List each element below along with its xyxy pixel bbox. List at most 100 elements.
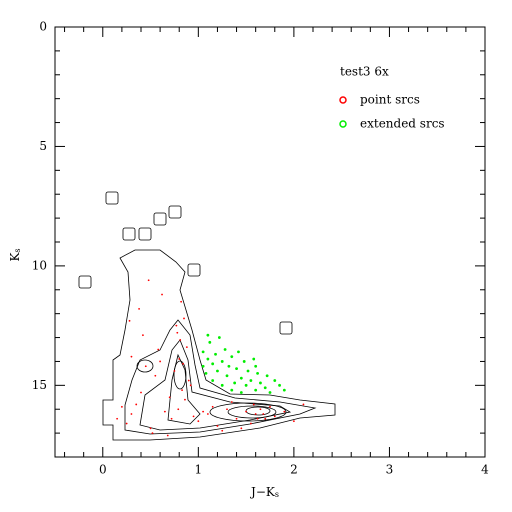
point xyxy=(211,379,215,382)
point xyxy=(206,333,210,337)
point xyxy=(216,425,219,427)
contour xyxy=(173,360,187,390)
point xyxy=(135,403,138,406)
point xyxy=(244,383,248,387)
point xyxy=(230,388,234,392)
point xyxy=(283,410,286,413)
point xyxy=(223,348,227,351)
contour xyxy=(102,249,336,441)
point xyxy=(256,417,259,420)
point xyxy=(235,417,238,420)
point xyxy=(204,371,208,375)
point xyxy=(130,355,133,358)
x-tick-label: 3 xyxy=(386,463,394,477)
point xyxy=(221,429,224,432)
y-axis-label-sub: s xyxy=(13,248,22,252)
contour xyxy=(138,227,152,241)
x-axis-label: J−Ks xyxy=(249,485,279,500)
contour xyxy=(105,191,119,205)
point xyxy=(242,360,246,363)
y-tick-label: 10 xyxy=(32,258,47,272)
point xyxy=(184,398,186,401)
point xyxy=(278,383,281,387)
point xyxy=(225,374,229,378)
contour xyxy=(167,353,201,425)
point xyxy=(208,340,212,344)
x-tick-label: 4 xyxy=(481,463,489,477)
point xyxy=(235,367,238,371)
point xyxy=(157,348,160,351)
point xyxy=(168,396,171,399)
point xyxy=(239,391,243,394)
point xyxy=(130,413,133,415)
point xyxy=(245,410,248,413)
point xyxy=(249,379,253,382)
point xyxy=(140,391,142,394)
chart-title: test3 6x xyxy=(340,65,389,79)
point xyxy=(125,422,128,425)
point xyxy=(252,357,256,361)
contour xyxy=(209,402,287,422)
point xyxy=(230,355,234,359)
point xyxy=(181,389,183,392)
point xyxy=(230,401,233,403)
point xyxy=(189,384,192,387)
point xyxy=(262,413,265,415)
density-contours xyxy=(78,191,336,441)
point xyxy=(163,410,166,413)
point xyxy=(178,358,181,360)
x-tick-label: 2 xyxy=(290,463,298,477)
point xyxy=(151,432,154,435)
point xyxy=(254,364,258,368)
point xyxy=(268,391,272,394)
point xyxy=(265,374,269,378)
contour xyxy=(187,263,201,277)
contour xyxy=(139,339,292,431)
point xyxy=(246,369,250,373)
point xyxy=(182,362,184,365)
contour xyxy=(227,405,277,419)
point xyxy=(147,279,150,282)
point xyxy=(149,427,152,430)
point xyxy=(254,388,258,392)
point xyxy=(259,381,262,385)
point xyxy=(273,415,276,418)
legend-marker xyxy=(339,96,347,104)
point xyxy=(211,362,215,366)
point xyxy=(226,408,228,411)
point xyxy=(227,364,231,368)
point xyxy=(173,370,176,372)
y-tick-label: 15 xyxy=(32,378,47,392)
contour xyxy=(124,319,317,435)
x-tick-label: 0 xyxy=(99,463,107,477)
contour xyxy=(122,227,136,241)
point xyxy=(159,360,162,363)
point xyxy=(216,369,219,373)
x-axis-label-sub: s xyxy=(275,490,279,499)
legend-label: extended srcs xyxy=(360,117,445,131)
point xyxy=(220,383,224,387)
x-tick-label: 1 xyxy=(195,463,203,477)
point xyxy=(161,293,163,296)
contour xyxy=(136,359,154,373)
point xyxy=(166,434,169,437)
point xyxy=(154,374,157,377)
point xyxy=(116,417,119,420)
point xyxy=(233,381,237,385)
y-axis-label: Ks xyxy=(8,248,23,261)
point xyxy=(120,405,123,408)
legend-label: point srcs xyxy=(360,93,420,107)
point xyxy=(187,379,190,382)
point xyxy=(138,307,140,310)
point xyxy=(214,352,217,356)
point xyxy=(269,405,271,408)
point xyxy=(254,413,257,415)
point xyxy=(185,346,188,349)
point xyxy=(237,350,240,354)
point xyxy=(202,410,205,413)
point xyxy=(128,319,131,322)
point xyxy=(197,420,200,423)
y-axis-label-main: K xyxy=(8,252,22,262)
point xyxy=(206,357,210,361)
point xyxy=(264,417,267,420)
